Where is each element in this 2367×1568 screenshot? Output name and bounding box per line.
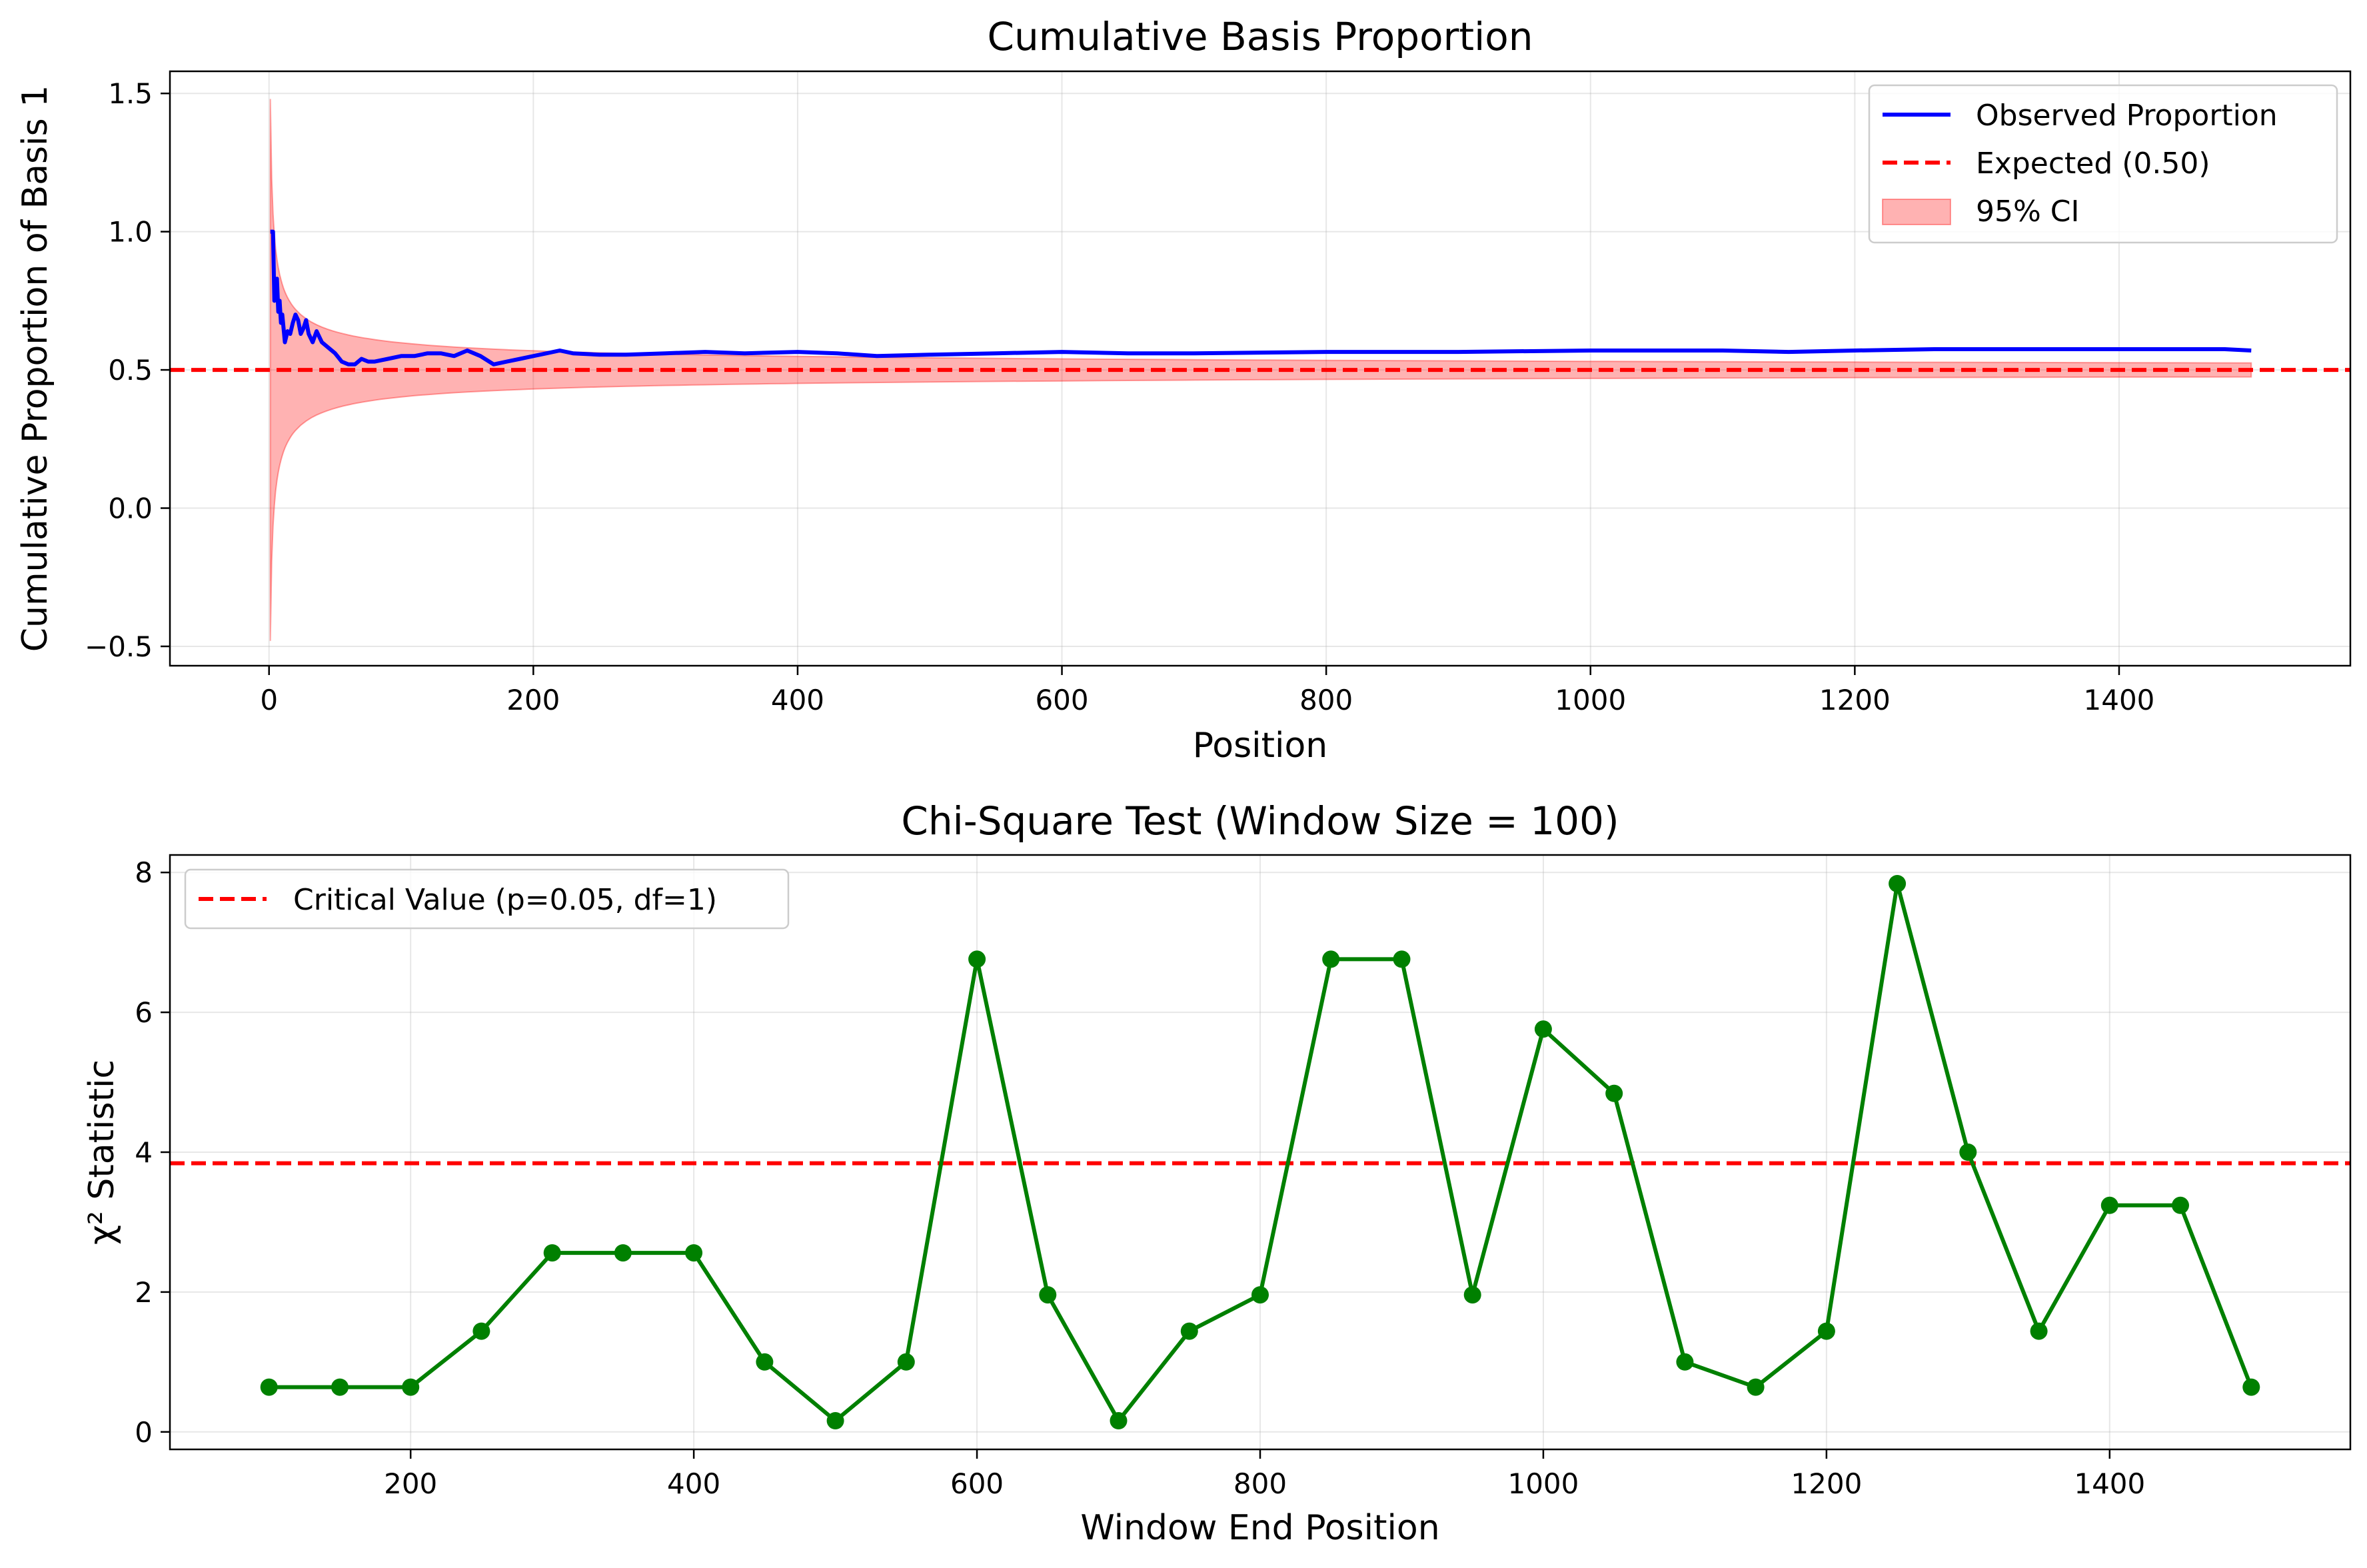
data-point [1322,950,1340,968]
data-point [1817,1322,1835,1340]
data-point [472,1322,490,1340]
chi-square-points [260,875,2260,1429]
x-axis-ticks: 0 200 400 600 800 1000 1200 1400 [260,666,2154,716]
x-axis-label: Window End Position [1080,1508,1439,1548]
data-point [826,1412,844,1429]
plot-area [170,855,2350,1449]
data-point [260,1378,278,1396]
x-tick-label: 1400 [2084,684,2155,716]
data-point [1889,875,1907,892]
data-point [1605,1084,1623,1102]
x-axis-label: Position [1193,726,1327,766]
legend-label-expected: Expected (0.50) [1976,147,2210,181]
plot-frame [169,70,2352,667]
x-tick-label: 200 [384,1467,437,1500]
data-point [1110,1412,1128,1429]
y-tick-label: 1.0 [108,216,153,249]
x-tick-label: 1000 [1507,1467,1579,1500]
legend-item-ci: 95% CI [1882,195,2079,229]
chart-title: Chi-Square Test (Window Size = 100) [901,798,1619,844]
chi-square-chart: 200 400 600 800 1000 1200 1400 0 2 4 6 8 Chi-Squar… [82,798,2352,1548]
x-tick-label: 1400 [2074,1467,2145,1500]
data-point [1747,1378,1765,1396]
x-tick-label: 0 [260,684,278,716]
x-tick-label: 800 [1299,684,1353,716]
x-tick-label: 1200 [1819,684,1891,716]
y-axis-label: Cumulative Proportion of Basis 1 [15,85,55,652]
x-tick-label: 400 [771,684,824,716]
data-point [756,1353,774,1371]
y-tick-label: −0.5 [85,630,153,663]
x-tick-label: 1200 [1791,1467,1862,1500]
x-axis-ticks: 200 400 600 800 1000 1200 1400 [384,1449,2145,1500]
data-point [614,1244,632,1262]
legend: Observed Proportion Expected (0.50) 95% … [1868,84,2338,244]
data-point [331,1378,349,1396]
observed-proportion-line [269,229,2252,367]
x-tick-label: 400 [667,1467,720,1500]
data-point [402,1378,420,1396]
data-point [968,950,986,968]
y-tick-label: 0.5 [108,354,153,387]
data-point [897,1353,915,1371]
legend-box [1868,84,2338,244]
legend-label-critical: Critical Value (p=0.05, df=1) [293,883,717,917]
data-point [1463,1286,1481,1304]
legend-label-ci: 95% CI [1976,195,2079,229]
data-point [1180,1322,1198,1340]
data-point [2242,1378,2260,1396]
y-tick-label: 4 [135,1136,153,1169]
y-tick-label: 0 [135,1416,153,1449]
data-point [2172,1196,2189,1214]
y-tick-label: 1.5 [108,77,153,110]
data-point [1676,1353,1694,1371]
data-point [685,1244,703,1262]
data-point [1959,1144,1977,1161]
y-tick-label: 8 [135,856,153,889]
y-axis-ticks: −0.5 0.0 0.5 1.0 1.5 [85,77,170,663]
legend-item-observed: Observed Proportion [1883,99,2278,133]
data-point [543,1244,561,1262]
data-point [1393,950,1411,968]
y-axis-ticks: 0 2 4 6 8 [135,856,170,1449]
legend-item-critical: Critical Value (p=0.05, df=1) [199,883,717,917]
x-tick-label: 600 [1035,684,1088,716]
data-point [1251,1286,1269,1304]
y-tick-label: 2 [135,1276,153,1309]
legend: Critical Value (p=0.05, df=1) [184,868,790,930]
x-tick-label: 1000 [1555,684,1626,716]
x-tick-label: 200 [506,684,560,716]
y-axis-label: χ² Statistic [82,1060,122,1245]
data-point [2030,1322,2048,1340]
legend-label-observed: Observed Proportion [1976,99,2278,133]
data-point [2100,1196,2118,1214]
legend-item-expected: Expected (0.50) [1883,147,2210,181]
y-tick-label: 0.0 [108,492,153,525]
data-point [1534,1020,1552,1038]
cumulative-proportion-chart: 0 200 400 600 800 1000 1200 1400 −0.5 0.0 0.5 1.0 1… [15,14,2352,766]
x-tick-label: 600 [950,1467,1004,1500]
y-tick-label: 6 [135,996,153,1029]
x-tick-label: 800 [1233,1467,1287,1500]
chart-title: Cumulative Basis Proportion [987,14,1533,59]
data-point [1039,1286,1057,1304]
legend-swatch-ci [1882,199,1951,225]
legend-box [184,868,790,930]
